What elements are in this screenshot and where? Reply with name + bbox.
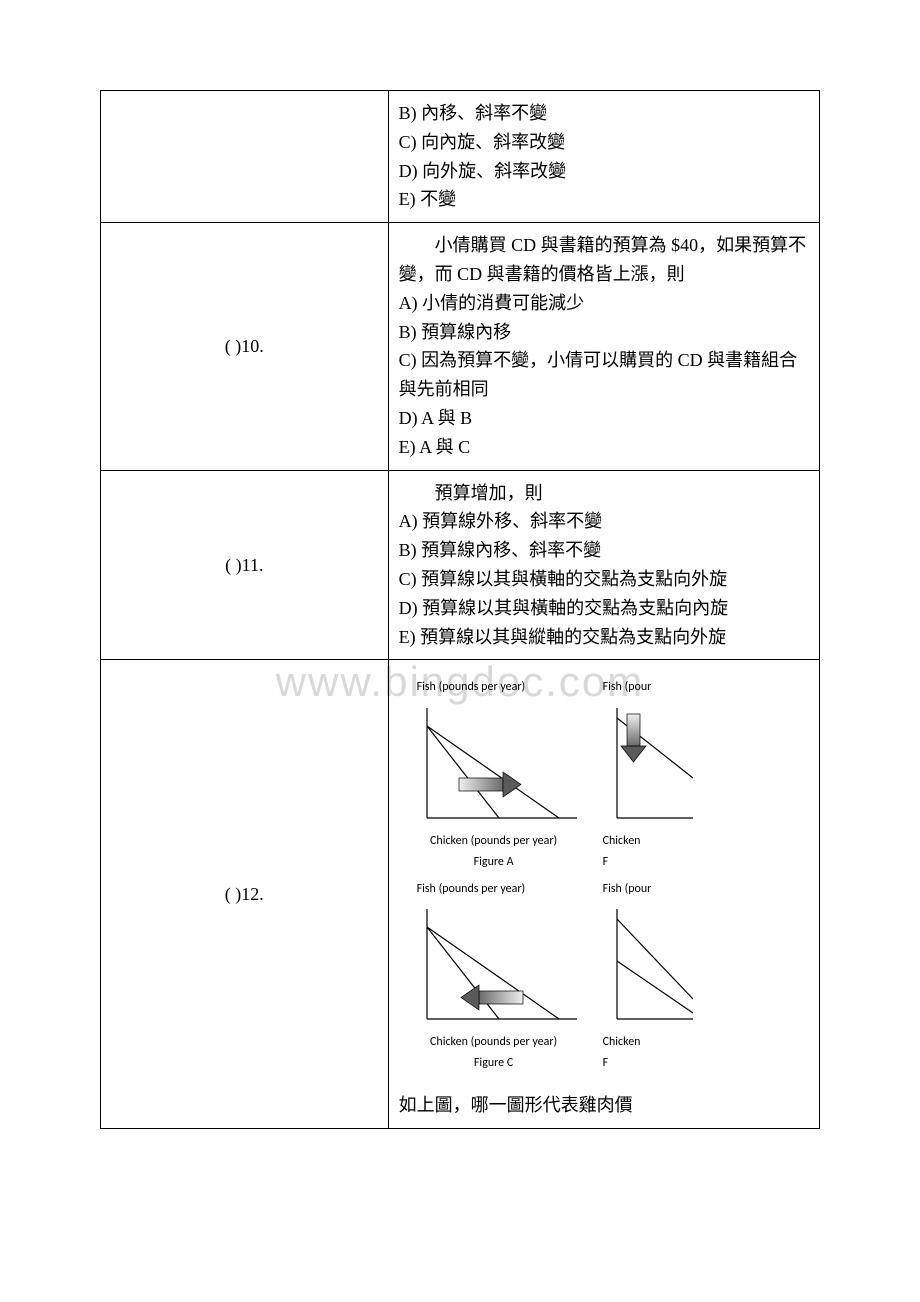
option: C) 預算線以其與橫軸的交點為支點向外旋 <box>399 565 809 594</box>
arrow-left-icon <box>461 985 523 1010</box>
question-number-cell <box>101 91 389 223</box>
question-prompt: 如上圖，哪一圖形代表雞肉價 <box>399 1091 809 1120</box>
figure-caption: Figure C <box>399 1054 589 1073</box>
y-axis-label: Fish (pounds per year) <box>399 678 589 697</box>
option: A) 預算線外移、斜率不變 <box>399 507 809 536</box>
questions-table: B) 內移、斜率不變 C) 向內旋、斜率改變 D) 向外旋、斜率改變 E) 不變… <box>100 90 820 1129</box>
table-row: B) 內移、斜率不變 C) 向內旋、斜率改變 D) 向外旋、斜率改變 E) 不變 <box>101 91 820 223</box>
chart-svg <box>603 901 693 1031</box>
figure-d: Fish (pour Chicken F <box>603 880 693 1074</box>
figure-b: Fish (pour <box>603 678 693 872</box>
question-content-cell: 預算增加，則 A) 預算線外移、斜率不變 B) 預算線內移、斜率不變 C) 預算… <box>388 470 819 660</box>
y-axis-label: Fish (pour <box>603 678 693 697</box>
option: D) 預算線以其與橫軸的交點為支點向內旋 <box>399 594 809 623</box>
option: C) 向內旋、斜率改變 <box>399 128 809 157</box>
y-axis-label: Fish (pour <box>603 880 693 899</box>
question-intro: 小倩購買 CD 與書籍的預算為 $40，如果預算不變，而 CD 與書籍的價格皆上… <box>399 231 809 289</box>
y-axis-label: Fish (pounds per year) <box>399 880 589 899</box>
option: D) 向外旋、斜率改變 <box>399 157 809 186</box>
option: B) 內移、斜率不變 <box>399 99 809 128</box>
option: A) 小倩的消費可能減少 <box>399 289 809 318</box>
question-content-cell: B) 內移、斜率不變 C) 向內旋、斜率改變 D) 向外旋、斜率改變 E) 不變 <box>388 91 819 223</box>
question-number-cell: ( )11. <box>101 470 389 660</box>
figure-caption: Figure A <box>399 853 589 872</box>
question-content-cell: 小倩購買 CD 與書籍的預算為 $40，如果預算不變，而 CD 與書籍的價格皆上… <box>388 223 819 470</box>
chart-svg <box>603 700 693 830</box>
option: B) 預算線內移 <box>399 318 809 347</box>
page: www.bingdoc.com B) 內移、斜率不變 C) 向內旋、斜率改變 D… <box>0 0 920 1169</box>
option: E) 預算線以其與縱軸的交點為支點向外旋 <box>399 623 809 652</box>
x-axis-label: Chicken <box>603 832 693 851</box>
option: E) 不變 <box>399 185 809 214</box>
chart-svg <box>399 700 585 830</box>
table-row: ( )12. Fish (pounds per year) <box>101 660 820 1129</box>
table-row: ( )10. 小倩購買 CD 與書籍的預算為 $40，如果預算不變，而 CD 與… <box>101 223 820 470</box>
figures-grid: Fish (pounds per year) <box>399 668 809 1091</box>
figure-a: Fish (pounds per year) <box>399 678 589 872</box>
figure-caption: F <box>603 853 693 872</box>
question-intro: 預算增加，則 <box>399 479 809 508</box>
arrow-right-icon <box>459 772 521 797</box>
question-number-cell: ( )12. <box>101 660 389 1129</box>
option: B) 預算線內移、斜率不變 <box>399 536 809 565</box>
x-axis-label: Chicken <box>603 1033 693 1052</box>
table-row: ( )11. 預算增加，則 A) 預算線外移、斜率不變 B) 預算線內移、斜率不… <box>101 470 820 660</box>
question-number-cell: ( )10. <box>101 223 389 470</box>
x-axis-label: Chicken (pounds per year) <box>399 832 589 851</box>
question-content-cell: Fish (pounds per year) <box>388 660 819 1129</box>
figure-caption: F <box>603 1054 693 1073</box>
option: D) A 與 B <box>399 404 809 433</box>
figure-c: Fish (pounds per year) <box>399 880 589 1074</box>
chart-svg <box>399 901 585 1031</box>
x-axis-label: Chicken (pounds per year) <box>399 1033 589 1052</box>
option: E) A 與 C <box>399 433 809 462</box>
option: C) 因為預算不變，小倩可以購買的 CD 與書籍組合與先前相同 <box>399 346 809 404</box>
